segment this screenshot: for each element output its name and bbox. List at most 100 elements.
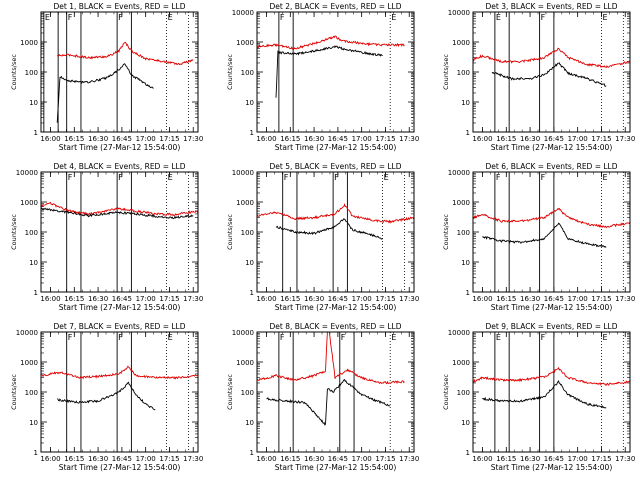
region-marker-label: F [541,173,546,182]
series-line-lld [40,365,198,380]
x-axis-label: Start Time (27-Mar-12 15:54:00) [275,143,397,152]
y-tick-label: 1 [250,129,254,137]
series-line-lld [57,41,194,66]
region-marker-label: F [284,173,289,182]
x-tick-label: 17:30 [183,295,203,303]
y-tick-label: 100 [25,69,38,77]
series-line-lld [256,203,415,224]
series-line-lld [472,47,631,69]
region-marker-label: F [334,173,339,182]
region-marker-label: F [341,333,346,342]
plot-frame [256,331,415,453]
x-tick-label: 16:15 [64,135,84,143]
y-tick-label: 100 [241,229,254,237]
series-line-events [491,62,607,87]
dotted-marker-label: E [602,333,607,342]
y-tick-label: 10 [245,419,254,427]
x-tick-label: 16:00 [256,135,276,143]
y-tick-label: 10 [245,99,254,107]
x-tick-label: 17:15 [159,455,179,463]
panel-det-5: Det 5, BLACK = Events, RED = LLD 1 10 100 10… [226,162,419,312]
panel-title: Det 4, BLACK = Events, RED = LLD [53,162,185,171]
y-tick-label: 100 [25,229,38,237]
x-tick-label: 17:00 [352,455,372,463]
dotted-marker-label: E [168,333,173,342]
plot-frame [472,171,631,293]
y-tick-label: 10000 [16,329,38,337]
y-tick-label: 1 [250,449,254,457]
x-tick-label: 17:15 [375,295,395,303]
x-tick-label: 16:15 [496,295,516,303]
x-tick-label: 16:30 [520,455,540,463]
x-tick-label: 17:00 [568,295,588,303]
x-tick-label: 16:45 [328,295,348,303]
region-marker-label: E [496,333,501,342]
x-tick-label: 17:30 [615,135,635,143]
x-tick-label: 16:15 [280,295,300,303]
y-axis-label: Counts/sec [226,374,234,410]
series-line-events [56,63,154,123]
y-axis-label: Counts/sec [10,374,18,410]
panel-det-2: Det 2, BLACK = Events, RED = LLD 1 10 100 10… [226,2,419,152]
x-tick-label: 16:45 [328,135,348,143]
series-line-events [40,207,194,220]
y-tick-label: 10000 [232,169,254,177]
y-tick-label: 10000 [448,9,470,17]
x-tick-label: 16:00 [256,455,276,463]
y-axis-label: Counts/sec [442,374,450,410]
y-tick-label: 100 [457,229,470,237]
y-tick-label: 100 [241,69,254,77]
x-tick-label: 16:15 [280,455,300,463]
region-marker-label: F [541,13,546,22]
x-tick-label: 17:00 [352,135,372,143]
x-axis-label: Start Time (27-Mar-12 15:54:00) [59,303,181,312]
plot-frame [256,171,415,293]
y-axis-label: Counts/sec [442,214,450,250]
panel-title: Det 9, BLACK = Events, RED = LLD [485,322,617,331]
x-tick-label: 16:30 [520,135,540,143]
series-line-events [275,45,383,98]
y-tick-label: 10 [29,259,38,267]
dotted-marker-label: E [602,13,607,22]
x-tick-label: 16:30 [304,135,324,143]
panel-title: Det 7, BLACK = Events, RED = LLD [53,322,185,331]
region-marker-label: F [496,173,501,182]
x-tick-label: 17:30 [399,135,419,143]
x-tick-label: 16:00 [472,135,492,143]
y-tick-label: 1000 [452,359,470,367]
panel-title: Det 5, BLACK = Events, RED = LLD [269,162,401,171]
region-marker-label: F [541,333,546,342]
x-tick-label: 17:30 [615,455,635,463]
x-tick-label: 16:15 [280,135,300,143]
panel-det-6: Det 6, BLACK = Events, RED = LLD 1 10 100 10… [442,162,635,312]
y-tick-label: 1 [34,289,38,297]
dotted-marker-label: E [391,333,396,342]
y-tick-label: 10 [245,259,254,267]
region-marker-label: F [280,13,285,22]
series-line-lld [472,207,631,229]
dotted-marker-label: E [384,173,389,182]
plot-frame [256,11,415,133]
dotted-marker-label: E [391,13,396,22]
x-tick-label: 17:30 [615,295,635,303]
y-tick-label: 100 [457,389,470,397]
plot-frame [472,11,631,133]
panel-title: Det 8, BLACK = Events, RED = LLD [269,322,401,331]
panel-det-3: Det 3, BLACK = Events, RED = LLD 1 10 100 10… [442,2,635,152]
x-tick-label: 16:30 [304,295,324,303]
y-tick-label: 1000 [20,199,38,207]
dotted-marker-label: E [602,173,607,182]
region-marker-label: F [68,173,73,182]
panel-det-8: Det 8, BLACK = Events, RED = LLD 1 10 100 10… [226,322,419,472]
x-tick-label: 16:00 [472,455,492,463]
x-tick-label: 16:30 [520,295,540,303]
x-tick-label: 16:45 [112,135,132,143]
region-marker-label: E [496,13,501,22]
x-tick-label: 16:00 [40,295,60,303]
panel-det-1: Det 1, BLACK = Events, RED = LLD 1 10 100 10… [10,2,203,152]
x-tick-label: 16:30 [88,135,108,143]
y-tick-label: 1000 [452,199,470,207]
x-tick-label: 16:00 [40,455,60,463]
panel-det-9: Det 9, BLACK = Events, RED = LLD 1 10 100 10… [442,322,635,472]
y-tick-label: 1000 [236,199,254,207]
